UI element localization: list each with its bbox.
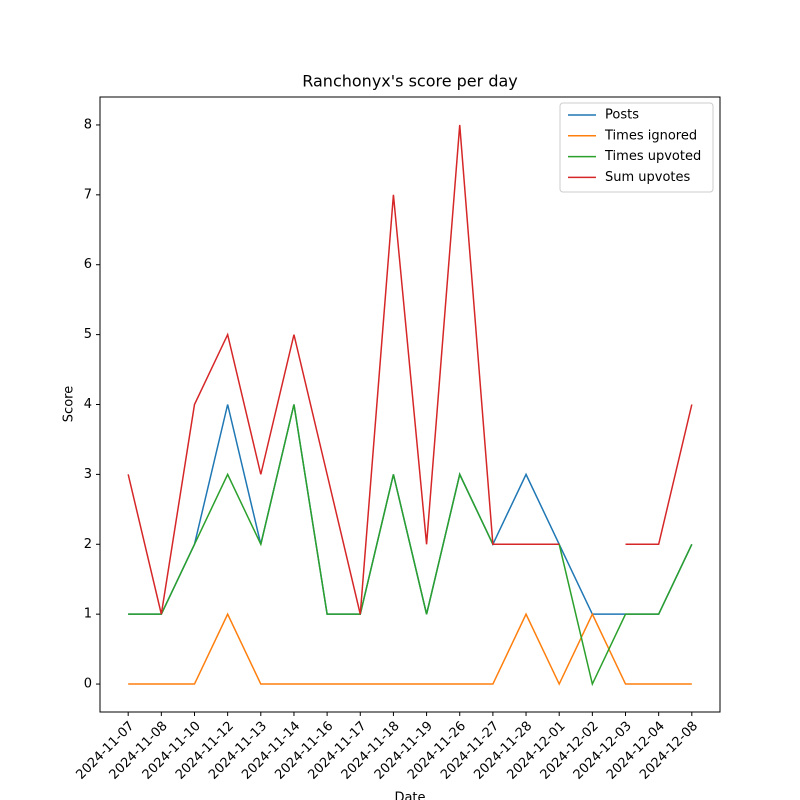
legend-box (559, 102, 714, 193)
y-tick-label: 3 (84, 467, 92, 482)
series-line (128, 404, 693, 687)
y-tick-label: 8 (84, 117, 92, 132)
legend-label: Times ignored (604, 128, 697, 143)
y-tick-label: 2 (84, 537, 92, 552)
y-tick-label: 6 (84, 257, 92, 272)
y-tick-label: 1 (84, 607, 92, 622)
legend-label: Posts (605, 108, 639, 123)
series-line (128, 612, 692, 686)
y-tick-label: 0 (84, 677, 92, 692)
y-axis-label: Score (62, 386, 77, 422)
series-line (128, 404, 693, 615)
legend-label: Times upvoted (604, 149, 701, 164)
series-line (625, 404, 693, 546)
x-axis-label: Date (394, 791, 425, 800)
legend-label: Sum upvotes (605, 170, 691, 185)
y-tick-label: 7 (84, 187, 92, 202)
series-line (127, 124, 560, 615)
y-tick-label: 5 (84, 327, 92, 342)
chart-title: Ranchonyx's score per day (302, 72, 518, 91)
y-tick-label: 4 (84, 397, 92, 412)
